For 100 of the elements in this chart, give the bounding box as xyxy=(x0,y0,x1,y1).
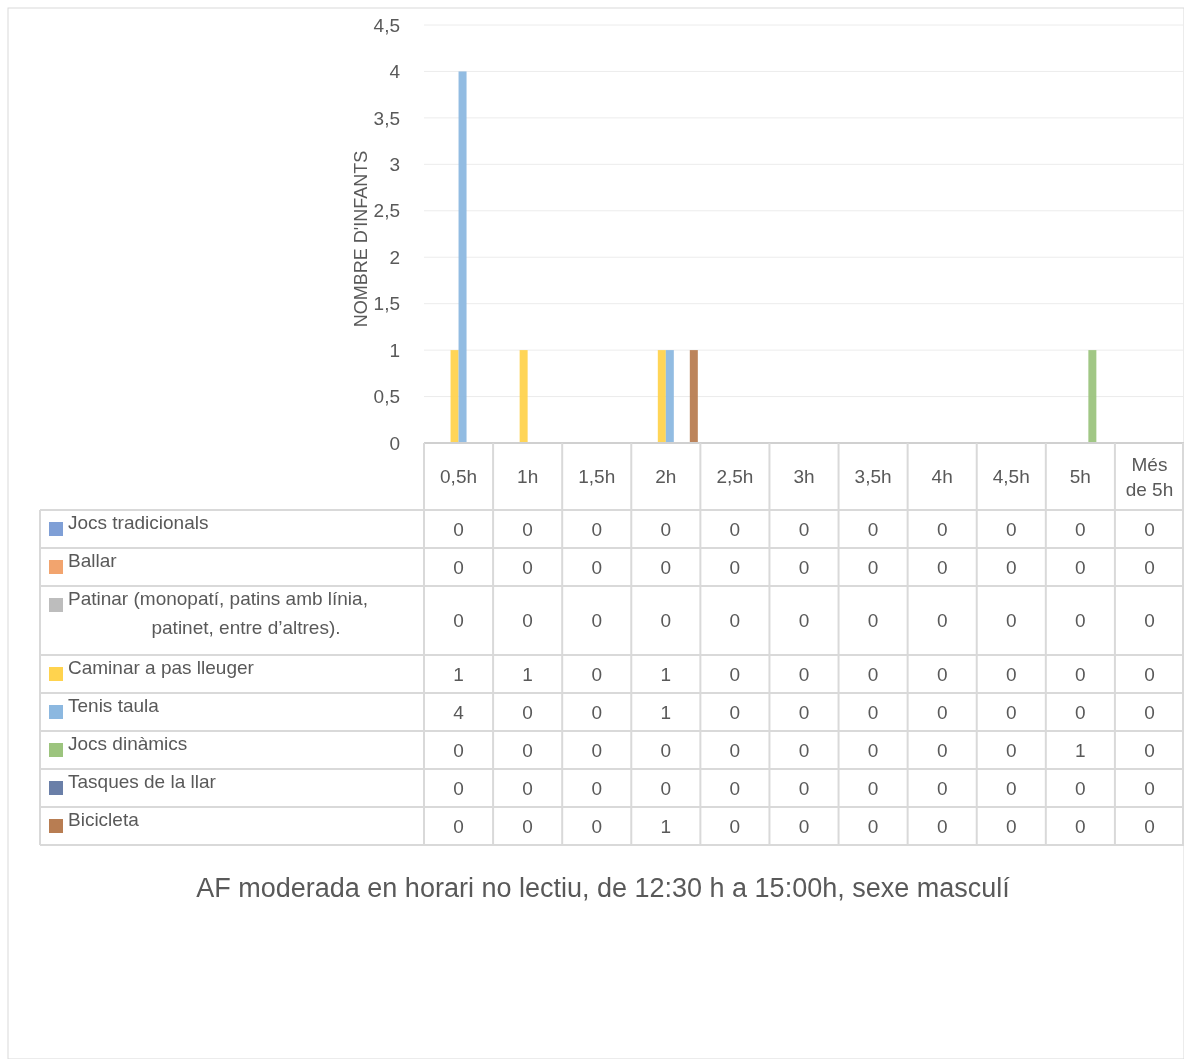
data-label: 0 xyxy=(867,777,879,799)
legend-label: Tenis taula xyxy=(68,695,160,716)
data-label: 0 xyxy=(522,518,533,540)
data-label: 0 xyxy=(522,739,533,761)
data-label: 0 xyxy=(1075,663,1086,685)
data-label: 1 xyxy=(522,663,533,685)
data-label: 0 xyxy=(522,556,533,578)
legend-label: Ballar xyxy=(68,550,118,571)
data-label: 1 xyxy=(660,663,672,685)
data-label: 0 xyxy=(591,663,603,685)
x-tick-label: 3,5h xyxy=(854,466,892,488)
data-label: 0 xyxy=(729,663,741,685)
data-label: 0 xyxy=(867,518,879,540)
data-label: 1 xyxy=(660,815,672,837)
data-label: 0 xyxy=(591,556,603,578)
x-tick-label: 5h xyxy=(1069,466,1091,488)
y-tick-label: 2 xyxy=(389,246,400,268)
data-label: 0 xyxy=(660,556,672,578)
data-label: 0 xyxy=(591,610,603,632)
data-label: 0 xyxy=(1005,556,1017,578)
y-tick-label: 4,5 xyxy=(373,14,400,36)
data-label: 0 xyxy=(867,739,879,761)
y-tick-label: 2,5 xyxy=(373,200,400,222)
y-tick-label: 3,5 xyxy=(373,107,400,129)
data-label: 0 xyxy=(1075,777,1086,799)
data-label: 0 xyxy=(1005,777,1017,799)
data-label: 0 xyxy=(1144,701,1155,723)
data-label: 0 xyxy=(591,518,603,540)
data-label: 0 xyxy=(591,815,603,837)
data-label: 0 xyxy=(729,556,741,578)
data-label: 0 xyxy=(453,815,464,837)
data-label: 0 xyxy=(798,518,810,540)
x-tick-label: 2,5h xyxy=(716,466,754,488)
data-label: 0 xyxy=(729,610,741,632)
data-label: 0 xyxy=(936,556,948,578)
data-label: 0 xyxy=(867,556,879,578)
data-label: 0 xyxy=(1075,518,1086,540)
data-label: 0 xyxy=(936,815,948,837)
legend-label: Jocs dinàmics xyxy=(68,733,188,754)
data-label: 0 xyxy=(798,610,810,632)
data-label: 0 xyxy=(591,701,603,723)
data-label: 0 xyxy=(1005,815,1017,837)
data-label: 0 xyxy=(1144,518,1155,540)
data-label: 0 xyxy=(798,777,810,799)
data-label: 0 xyxy=(729,815,741,837)
data-label: 0 xyxy=(798,815,810,837)
data-label: 0 xyxy=(936,739,948,761)
data-label: 1 xyxy=(660,701,672,723)
data-label: 0 xyxy=(867,610,879,632)
data-label: 0 xyxy=(453,777,464,799)
data-label: 1 xyxy=(453,663,464,685)
y-tick-label: 1 xyxy=(389,339,400,361)
data-label: 0 xyxy=(1005,663,1017,685)
legend-label: Tasques de la llar xyxy=(68,771,217,792)
legend-label: Bicicleta xyxy=(68,809,140,830)
data-label: 0 xyxy=(1144,777,1155,799)
data-label: 0 xyxy=(453,610,464,632)
data-label: 0 xyxy=(1075,815,1086,837)
data-label: 0 xyxy=(660,739,672,761)
data-label: 0 xyxy=(1005,739,1017,761)
data-label: 0 xyxy=(867,701,879,723)
x-tick-label: 4h xyxy=(931,466,953,488)
x-tick-label: 4,5h xyxy=(992,466,1030,488)
y-axis-title: NOMBRE D'INFANTS xyxy=(351,150,371,328)
data-label: 0 xyxy=(729,701,741,723)
y-tick-label: 3 xyxy=(389,153,400,175)
data-label: 0 xyxy=(729,518,741,540)
data-label: 4 xyxy=(453,701,465,723)
data-label: 0 xyxy=(798,556,810,578)
data-label: 0 xyxy=(1005,701,1017,723)
data-label: 0 xyxy=(1005,610,1017,632)
legend-label: Jocs tradicionals xyxy=(68,512,209,533)
data-label: 0 xyxy=(522,701,533,723)
data-label: 0 xyxy=(867,663,879,685)
y-tick-label: 1,5 xyxy=(373,293,400,315)
data-label: 0 xyxy=(1144,815,1155,837)
data-label: 1 xyxy=(1075,739,1086,761)
data-label: 0 xyxy=(1075,556,1086,578)
data-label: 0 xyxy=(798,701,810,723)
text: AF moderada en horari no lectiu, de 12:30 h a 15:00h, sexe masculí xyxy=(196,873,1011,903)
data-label: 0 xyxy=(729,739,741,761)
data-label: 0 xyxy=(1144,663,1155,685)
legend-label: Caminar a pas lleuger xyxy=(68,657,255,678)
data-label: 0 xyxy=(522,815,533,837)
data-label: 0 xyxy=(936,701,948,723)
data-label: 0 xyxy=(522,777,533,799)
x-tick-label: 2h xyxy=(655,466,677,488)
data-label: 0 xyxy=(936,610,948,632)
data-label: 0 xyxy=(936,777,948,799)
data-label: 0 xyxy=(453,739,464,761)
data-label: 0 xyxy=(1144,610,1155,632)
data-label: 0 xyxy=(729,777,741,799)
data-label: 0 xyxy=(522,610,533,632)
data-label: 0 xyxy=(453,556,464,578)
data-label: 0 xyxy=(1005,518,1017,540)
legend-label: Patinar (monopatí, patins amb línia, patinet, entre d’altres). xyxy=(68,588,368,638)
x-tick-label: 1,5h xyxy=(578,466,616,488)
data-label: 0 xyxy=(660,777,672,799)
y-tick-label: 0,5 xyxy=(373,386,400,408)
data-label: 0 xyxy=(1144,739,1155,761)
